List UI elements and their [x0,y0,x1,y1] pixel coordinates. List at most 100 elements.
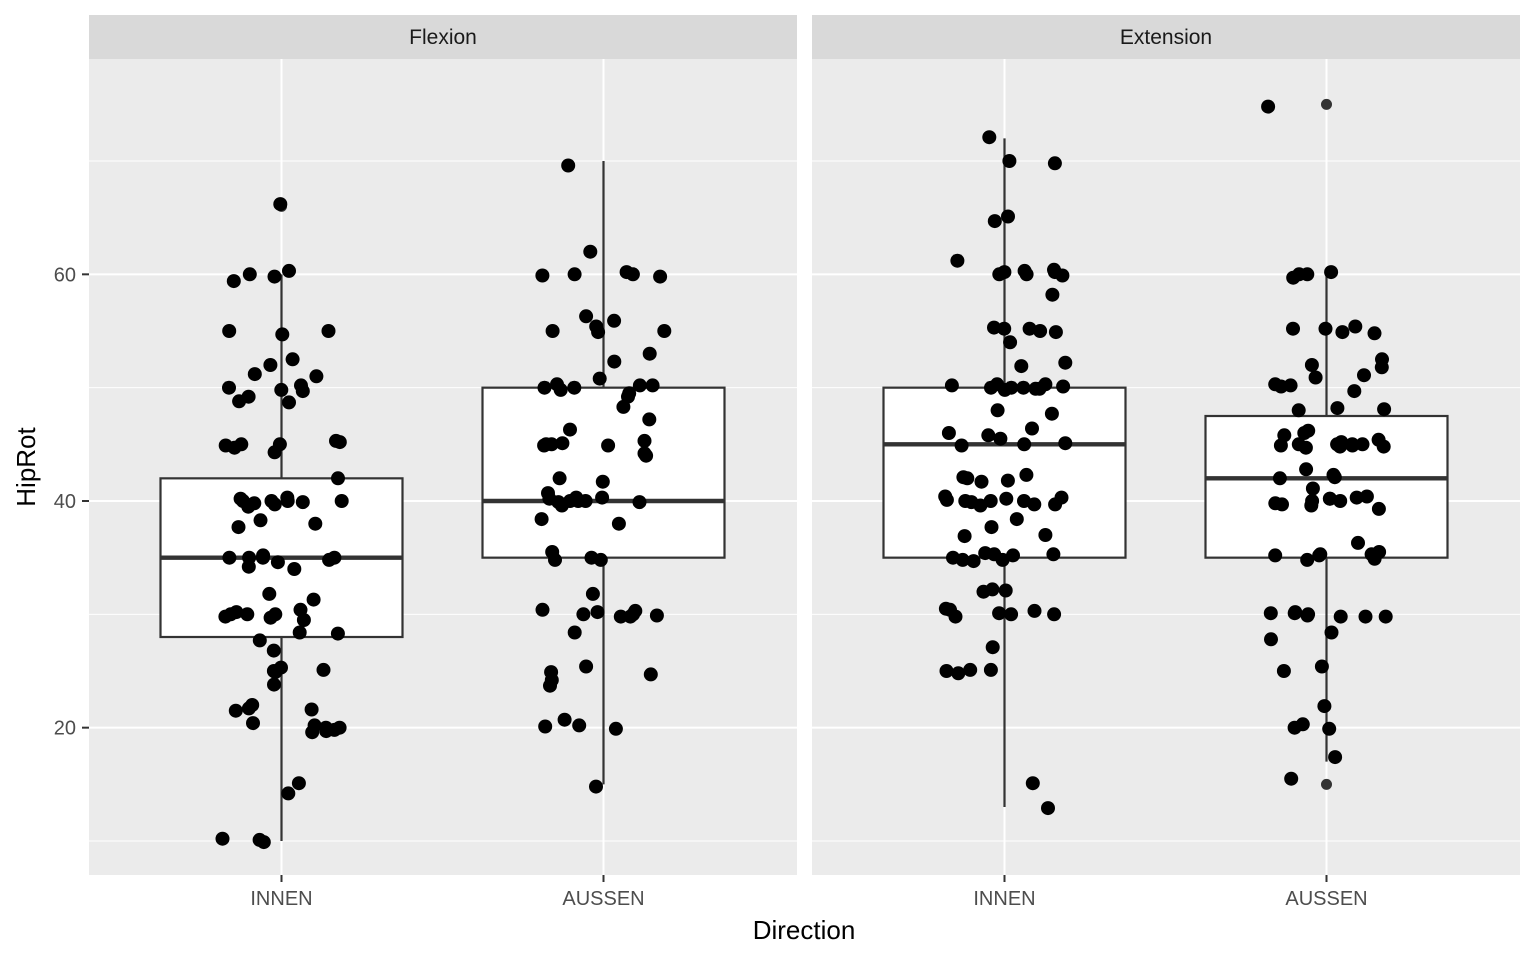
data-point [637,433,652,448]
data-point [1276,664,1291,678]
y-axis-title: HipRot [11,426,41,506]
data-point [331,471,345,486]
data-point [1333,494,1348,508]
data-point [295,495,310,510]
data-point [957,529,972,544]
data-point [983,662,998,677]
data-point [1333,439,1347,454]
data-point [545,324,560,338]
data-point [222,380,236,395]
data-point [241,701,256,716]
data-point [241,499,256,514]
data-point [1298,440,1313,455]
data-point [1322,721,1337,736]
data-point [255,550,270,565]
data-point [267,677,281,692]
data-point [534,512,549,527]
data-point [623,609,638,624]
y-tick-label: 40 [54,491,76,513]
data-point [1027,497,1042,512]
data-point [1014,359,1029,374]
data-point [1025,776,1040,791]
data-point [981,428,996,443]
data-point [1359,489,1374,504]
data-point [1348,319,1363,334]
data-point [263,610,278,625]
data-point [332,435,347,450]
x-tick-label: AUSSEN [562,888,644,910]
data-point [1046,547,1061,562]
points-flexion [215,158,672,850]
data-point [563,422,577,437]
y-axis: 20 40 60 [54,264,89,740]
data-point [1318,321,1333,336]
data-point [253,513,268,528]
data-point [1286,270,1301,285]
data-point [282,263,296,278]
data-point [215,831,230,846]
data-point [976,584,991,599]
data-point [607,354,622,369]
data-point [1025,421,1039,436]
data-point [639,448,654,463]
data-point [291,776,306,791]
data-point [242,267,257,282]
strip-label-extension: Extension [1120,26,1212,49]
data-point [589,779,603,794]
data-point [537,438,552,453]
data-point [252,633,267,648]
data-point [1328,750,1343,765]
data-point [585,586,600,601]
data-point [280,490,295,505]
data-point [1345,438,1360,453]
data-point [1371,501,1386,516]
data-point [1041,801,1055,816]
data-point [555,436,570,451]
data-point [948,609,963,624]
data-point [1275,497,1289,512]
data-point [984,380,998,395]
data-point [608,721,623,736]
panel-extension: Extension [812,15,1520,875]
data-point [1374,360,1389,375]
data-point [334,494,349,508]
data-point [1022,321,1037,336]
data-point [974,474,989,489]
data-point [1351,535,1365,550]
data-point [1274,379,1289,394]
data-point [1376,439,1391,454]
data-point [567,380,582,395]
data-point [950,253,965,268]
data-point [1287,606,1302,621]
data-point [1314,659,1329,674]
data-point [309,369,324,384]
data-point [601,438,616,453]
data-point [218,609,233,624]
data-point [267,445,282,460]
data-point [1347,384,1362,399]
strip-label-flexion: Flexion [409,26,477,49]
data-point [1016,380,1031,395]
data-point [262,586,277,601]
data-point [939,492,954,507]
data-point [987,214,1002,229]
data-point [579,659,594,674]
points-extension [938,99,1393,816]
data-point [1297,426,1312,440]
data-point [999,491,1014,506]
data-point [241,559,256,574]
data-point [321,324,336,338]
data-point [319,724,334,739]
box-iqr [882,386,1127,559]
data-point [653,269,668,284]
data-point [557,712,572,727]
data-point [1287,720,1302,735]
data-point [228,703,243,718]
data-point [305,725,320,740]
data-point [567,625,582,640]
data-point [995,552,1010,567]
data-point [561,158,576,173]
data-point [632,495,647,510]
data-point [270,555,285,570]
